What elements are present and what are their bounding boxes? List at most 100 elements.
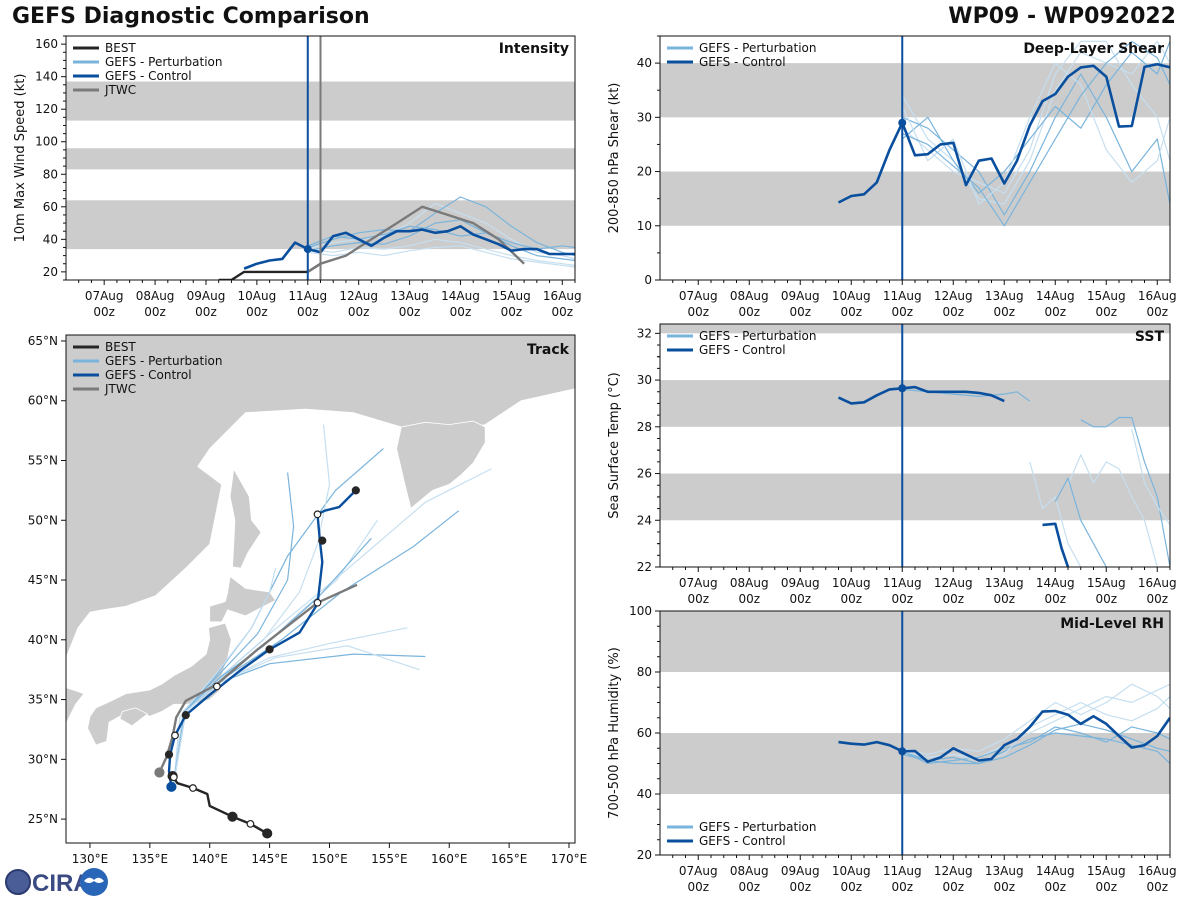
x-tick-label: 12Aug xyxy=(934,864,973,878)
korea-land xyxy=(66,687,85,724)
track-position-marker xyxy=(318,536,327,545)
current-value-marker xyxy=(898,118,907,127)
x-tick-label: 14Aug xyxy=(441,289,480,303)
track-position-marker xyxy=(213,682,221,691)
x-tick-label: 16Aug xyxy=(1138,576,1177,590)
x-tick-sublabel: 00z xyxy=(993,592,1015,606)
map-group xyxy=(66,335,575,839)
cira-logo: CIRA xyxy=(5,868,108,897)
lat-tick-label: 25°N xyxy=(28,812,58,826)
y-tick-label: 160 xyxy=(35,37,58,51)
x-tick-sublabel: 00z xyxy=(246,305,268,319)
legend-entry: GEFS - Control xyxy=(699,834,786,848)
x-tick-label: 11Aug xyxy=(883,864,922,878)
y-tick-label: 100 xyxy=(629,604,652,618)
y-tick-label: 40 xyxy=(43,232,58,246)
legend-entry: JTWC xyxy=(104,382,136,396)
lon-tick-label: 170°E xyxy=(551,852,588,866)
legend-entry: GEFS - Control xyxy=(105,69,192,83)
x-tick-label: 15Aug xyxy=(1087,864,1126,878)
track-position-marker xyxy=(351,486,360,495)
x-tick-label: 11Aug xyxy=(883,576,922,590)
track-position-marker xyxy=(262,828,273,839)
x-tick-sublabel: 00z xyxy=(1146,880,1168,894)
cloud-swirl-icon xyxy=(84,877,104,883)
x-tick-sublabel: 00z xyxy=(1095,305,1117,319)
x-tick-sublabel: 00z xyxy=(1095,880,1117,894)
lat-tick-label: 45°N xyxy=(28,573,58,587)
x-tick-label: 13Aug xyxy=(985,576,1024,590)
x-tick-label: 09Aug xyxy=(781,864,820,878)
sakhalin-land xyxy=(229,467,262,569)
x-tick-label: 11Aug xyxy=(288,289,327,303)
threshold-band xyxy=(660,733,1170,794)
control-track xyxy=(167,489,357,787)
x-tick-label: 10Aug xyxy=(238,289,277,303)
x-tick-sublabel: 00z xyxy=(93,305,115,319)
x-tick-sublabel: 00z xyxy=(450,305,472,319)
lon-tick-label: 155°E xyxy=(371,852,408,866)
y-tick-label: 0 xyxy=(644,273,652,287)
x-tick-label: 13Aug xyxy=(985,289,1024,303)
lat-tick-label: 55°N xyxy=(28,454,58,468)
x-tick-sublabel: 00z xyxy=(1044,880,1066,894)
y-tick-label: 20 xyxy=(43,265,58,279)
lat-tick-label: 60°N xyxy=(28,394,58,408)
x-tick-sublabel: 00z xyxy=(348,305,370,319)
lat-tick-label: 65°N xyxy=(28,334,58,348)
legend-entry: GEFS - Perturbation xyxy=(699,329,816,343)
lon-tick-label: 135°E xyxy=(132,852,169,866)
threshold-band xyxy=(660,171,1170,226)
x-tick-label: 09Aug xyxy=(187,289,226,303)
series-line xyxy=(901,40,1170,205)
series-line xyxy=(307,205,525,273)
track-position-marker xyxy=(164,750,174,759)
panel-title: Intensity xyxy=(499,41,569,57)
x-tick-label: 16Aug xyxy=(543,289,582,303)
y-tick-label: 24 xyxy=(637,513,652,527)
x-tick-sublabel: 00z xyxy=(1146,592,1168,606)
y-axis-label: Sea Surface Temp (°C) xyxy=(607,372,622,519)
series-line xyxy=(901,41,1170,194)
x-tick-label: 10Aug xyxy=(832,576,871,590)
x-tick-label: 11Aug xyxy=(883,289,922,303)
x-tick-label: 13Aug xyxy=(985,864,1024,878)
x-tick-label: 15Aug xyxy=(492,289,531,303)
track-position-marker xyxy=(169,773,178,782)
track-position-marker xyxy=(265,645,274,654)
series-group xyxy=(837,385,1170,567)
x-tick-label: 08Aug xyxy=(730,864,769,878)
x-tick-label: 16Aug xyxy=(1138,864,1177,878)
track-position-marker xyxy=(189,784,197,792)
series-line xyxy=(1067,454,1158,567)
map-frame xyxy=(65,334,576,844)
x-tick-label: 07Aug xyxy=(85,289,124,303)
lat-tick-label: 50°N xyxy=(28,513,58,527)
x-tick-sublabel: 00z xyxy=(297,305,319,319)
y-tick-label: 30 xyxy=(637,373,652,387)
series-group xyxy=(838,683,1170,765)
legend-entry: JTWC xyxy=(104,83,136,97)
x-tick-label: 15Aug xyxy=(1087,289,1126,303)
x-tick-sublabel: 00z xyxy=(891,592,913,606)
lon-tick-label: 130°E xyxy=(72,852,109,866)
track-position-marker xyxy=(181,711,190,720)
panel-title: Deep-Layer Shear xyxy=(1023,41,1164,57)
y-tick-label: 30 xyxy=(637,110,652,124)
x-tick-sublabel: 00z xyxy=(840,592,862,606)
x-tick-label: 14Aug xyxy=(1036,576,1075,590)
series-line xyxy=(307,202,575,260)
series-line xyxy=(837,62,1170,204)
x-tick-sublabel: 00z xyxy=(687,880,709,894)
x-tick-label: 14Aug xyxy=(1036,289,1075,303)
jtwc-track xyxy=(158,583,358,774)
plot-frame xyxy=(659,323,1171,568)
legend-entry: GEFS - Perturbation xyxy=(699,820,816,834)
x-tick-label: 09Aug xyxy=(781,576,820,590)
series-line xyxy=(1131,428,1170,526)
perturbation-track xyxy=(173,519,378,784)
x-tick-sublabel: 00z xyxy=(551,305,573,319)
threshold-band xyxy=(660,611,1170,672)
y-tick-label: 140 xyxy=(35,70,58,84)
x-tick-sublabel: 00z xyxy=(1044,305,1066,319)
